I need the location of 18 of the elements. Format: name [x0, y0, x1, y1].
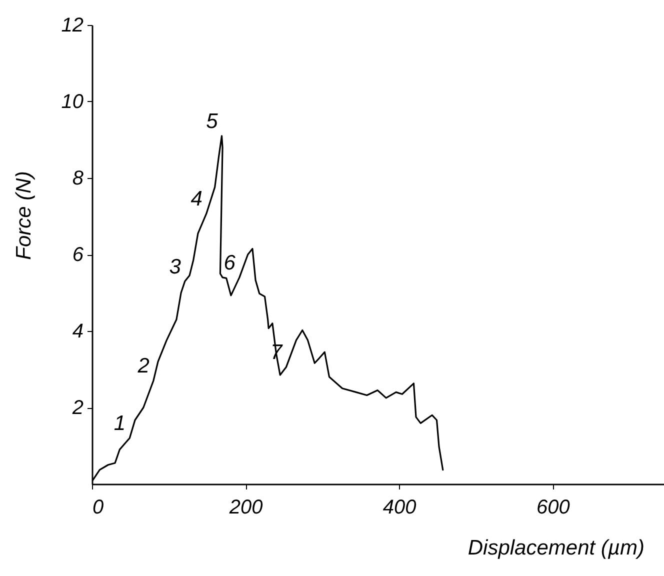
annotation: 3 [169, 255, 182, 278]
y-tick-label: 2 [71, 397, 84, 419]
y-tick-label: 6 [72, 244, 84, 266]
y-tick-label: 10 [61, 91, 84, 113]
x-tick-label: 600 [536, 496, 570, 518]
y-axis-title: Force (N) [12, 171, 36, 260]
x-tick-label: 400 [382, 496, 416, 518]
annotation: 6 [224, 251, 236, 274]
x-tick-label: 200 [228, 496, 263, 518]
x-axis-title: Displacement (µm) [468, 536, 644, 560]
annotation: 4 [190, 188, 202, 211]
annotation: 2 [136, 354, 150, 378]
x-tick-label: 0 [92, 496, 104, 518]
y-tick-label: 4 [72, 320, 84, 342]
y-tick-label: 8 [72, 168, 84, 190]
y-tick-label: 12 [61, 14, 84, 36]
annotation: 5 [206, 110, 218, 133]
annotation: 1 [114, 412, 126, 436]
